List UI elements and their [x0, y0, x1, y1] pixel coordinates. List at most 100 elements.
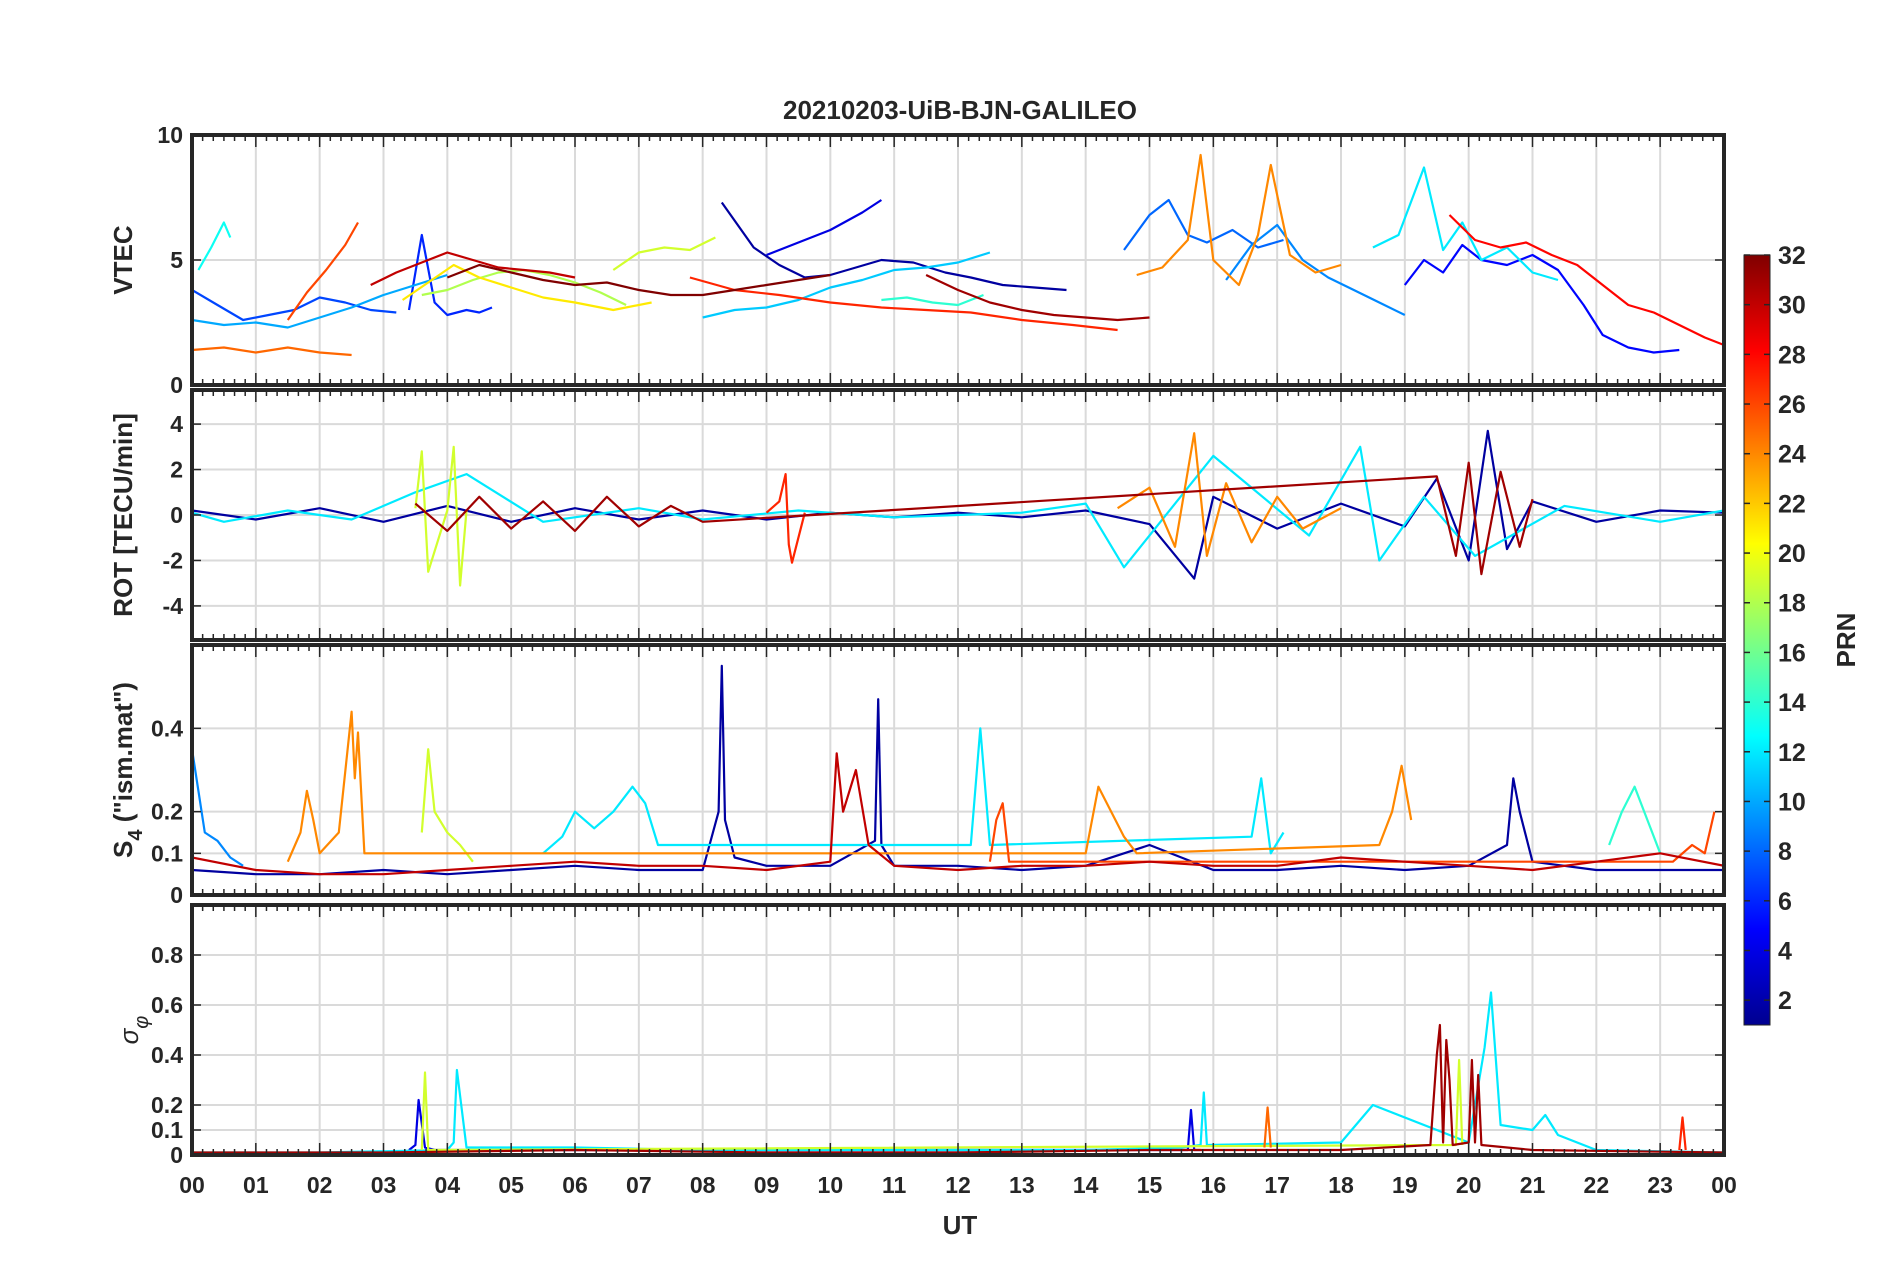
series-prn-4	[766, 199, 883, 257]
x-tick-label: 17	[1264, 1172, 1290, 1198]
series-prn-11	[702, 251, 991, 319]
series-prn-27	[689, 276, 1118, 332]
colorbar-tick-label: 20	[1778, 540, 1806, 568]
series-prn-2	[192, 429, 1724, 580]
y-axis-label: σφ	[114, 1016, 153, 1045]
x-tick-label: 00	[179, 1172, 205, 1198]
x-tick-label: 05	[498, 1172, 524, 1198]
series-prn-19	[612, 236, 716, 271]
series-prn-24	[1117, 432, 1342, 558]
series-prn-30	[370, 251, 576, 286]
colorbar-tick-label: 24	[1778, 441, 1806, 469]
y-tick-label: 0	[170, 502, 183, 528]
y-axis-label-sub: 4	[125, 829, 147, 841]
colorbar-gradient	[1743, 254, 1771, 1026]
series-prn-14	[881, 293, 984, 307]
x-tick-label: 06	[562, 1172, 588, 1198]
series-prn-31	[414, 461, 1534, 576]
x-tick-label: 07	[626, 1172, 652, 1198]
series-prn-14	[1608, 785, 1662, 854]
y-axis-label-main: σ	[114, 1027, 144, 1044]
x-tick-label: 02	[307, 1172, 333, 1198]
series-prn-5	[1403, 243, 1680, 354]
colorbar-tick-label: 8	[1778, 838, 1792, 866]
x-axis-label: UT	[943, 1210, 978, 1240]
series-prn-25	[1263, 1106, 1272, 1148]
series-prn-26	[988, 802, 1716, 863]
y-tick-label: 0	[170, 882, 183, 908]
x-tick-label: 00	[1711, 1172, 1737, 1198]
y-axis-label-main: S	[108, 841, 138, 858]
x-tick-label: 10	[818, 1172, 844, 1198]
series-prn-12	[1372, 166, 1559, 282]
series-prn-10	[192, 273, 448, 329]
series-prn-19	[414, 445, 468, 587]
y-tick-label: 0.6	[151, 992, 183, 1018]
x-tick-label: 22	[1584, 1172, 1610, 1198]
y-tick-label: 10	[157, 122, 183, 148]
series-prn-25	[192, 346, 352, 357]
colorbar-tick-label: 16	[1778, 639, 1806, 667]
series-prn-27	[765, 473, 806, 564]
y-tick-label: -4	[163, 593, 184, 619]
series-prn-32	[446, 263, 831, 297]
chart-title: 20210203-UiB-BJN-GALILEO	[783, 95, 1137, 125]
panel-frame	[190, 903, 1726, 1157]
x-tick-label: 23	[1647, 1172, 1673, 1198]
y-tick-label: -2	[163, 547, 183, 573]
tick-marks	[192, 390, 1724, 640]
x-tick-label: 12	[945, 1172, 971, 1198]
x-tick-label: 13	[1009, 1172, 1035, 1198]
series-prn-12	[192, 445, 1724, 569]
colorbar-tick-label: 26	[1778, 391, 1806, 419]
series-prn-26	[286, 221, 359, 321]
colorbar-tick-label: 32	[1778, 242, 1806, 270]
panel-frame	[190, 643, 1726, 897]
x-tick-labels: 00 01 02 03 04 05 06 07 08 09 10 11 12 13 14 15 16 17 18 19…	[179, 1172, 1737, 1198]
y-tick-label: 0.2	[151, 799, 183, 825]
x-tick-label: 09	[754, 1172, 780, 1198]
series-prn-12	[192, 991, 1724, 1154]
series-prn-24	[286, 710, 1413, 863]
x-tick-label: 18	[1328, 1172, 1354, 1198]
series-prn-28	[1448, 214, 1724, 347]
gridlines	[192, 905, 1724, 1155]
y-tick-label: 2	[170, 457, 183, 483]
x-tick-label: 15	[1137, 1172, 1163, 1198]
colorbar-tick-label: 10	[1778, 788, 1806, 816]
series-prn-13	[197, 221, 232, 271]
series-group	[192, 429, 1724, 587]
series-prn-21	[401, 263, 652, 312]
x-tick-label: 20	[1456, 1172, 1482, 1198]
colorbar-tick-label: 2	[1778, 987, 1792, 1015]
series-prn-19	[420, 1058, 1464, 1152]
colorbar-tick-label: 28	[1778, 341, 1806, 369]
y-tick-label: 0.1	[151, 1117, 183, 1143]
panel-frame	[190, 388, 1726, 642]
x-tick-label: 11	[882, 1172, 907, 1198]
panel-2: -4 -2 0 2 4 ROT [TECU/min]	[108, 388, 1726, 642]
y-axis-label: VTEC	[108, 225, 138, 295]
series-group	[192, 664, 1724, 876]
y-axis-label-sub: φ	[131, 1016, 153, 1029]
y-axis-label: ROT [TECU/min]	[108, 413, 138, 617]
series-prn-2	[720, 201, 1067, 292]
colorbar-tick-label: 22	[1778, 490, 1806, 518]
y-tick-label: 0.4	[151, 715, 183, 741]
colorbar-tick-label: 18	[1778, 590, 1806, 618]
y-tick-label: 0.2	[151, 1092, 183, 1118]
colorbar-tick-label: 12	[1778, 739, 1806, 767]
series-prn-9	[192, 749, 244, 867]
y-tick-label: 4	[170, 411, 183, 437]
y-tick-label: 5	[170, 247, 183, 273]
y-axis-label-rest: ("ism.mat")	[108, 682, 138, 829]
x-tick-label: 21	[1520, 1172, 1546, 1198]
series-prn-30	[192, 752, 1724, 876]
series-prn-12	[542, 727, 1285, 855]
x-tick-label: 01	[243, 1172, 269, 1198]
panel-frame	[190, 133, 1726, 387]
